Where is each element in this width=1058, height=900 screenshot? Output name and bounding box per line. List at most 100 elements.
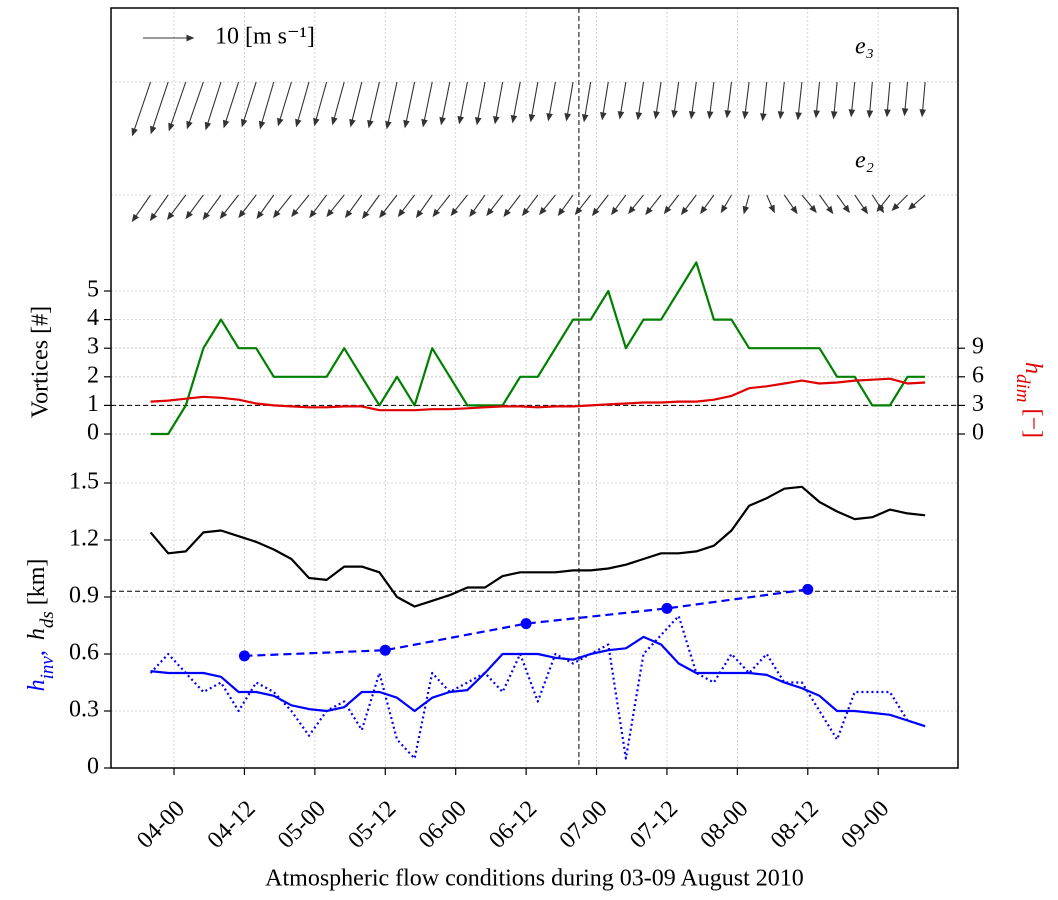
arrow xyxy=(919,81,927,118)
arrow xyxy=(258,81,275,130)
arrow xyxy=(908,194,926,210)
arrow xyxy=(326,194,345,218)
arrow xyxy=(277,81,292,127)
arrow xyxy=(457,81,468,125)
y-tick-label: 0.9 xyxy=(69,583,99,609)
arrow xyxy=(186,81,204,130)
arrow xyxy=(397,194,416,218)
arrow xyxy=(742,194,750,215)
arrow xyxy=(546,81,556,122)
arrow xyxy=(204,81,222,131)
line xyxy=(150,377,926,412)
arrow xyxy=(469,194,486,218)
y-tick-label: 0.3 xyxy=(69,697,99,723)
arrow xyxy=(149,194,169,222)
y2-tick-label: 6 xyxy=(972,362,984,388)
y-tick-label: 1.5 xyxy=(69,469,99,495)
arrow xyxy=(344,194,363,219)
arrow xyxy=(295,81,310,128)
arrow xyxy=(222,81,240,129)
arrow xyxy=(760,81,768,122)
arrow xyxy=(777,81,785,120)
arrow xyxy=(645,194,662,216)
y2-axis-label-part: dim xyxy=(1012,374,1033,403)
arrow xyxy=(836,194,850,214)
arrow xyxy=(884,81,891,118)
arrow xyxy=(219,194,240,220)
line xyxy=(244,588,808,657)
y-axis-label-lower-part: , xyxy=(24,650,50,656)
y-axis-label-lower-part: [km] xyxy=(24,559,50,606)
arrow xyxy=(876,194,891,213)
arrow xyxy=(700,194,715,215)
arrow xyxy=(628,194,644,215)
arrow xyxy=(617,81,627,120)
arrow xyxy=(291,194,310,218)
arrow xyxy=(486,194,504,217)
arrow xyxy=(653,81,662,120)
arrow xyxy=(663,194,680,215)
arrow xyxy=(783,194,798,215)
y-axis-label-lower-part: inv xyxy=(37,656,58,680)
y-axis-label-lower-part: ds xyxy=(37,611,58,628)
arrow xyxy=(450,194,468,217)
arrow xyxy=(421,81,433,128)
y-axis-label-lower: hinv,hds[km] xyxy=(24,559,58,692)
arrow xyxy=(143,34,195,42)
arrow xyxy=(581,81,592,123)
arrow xyxy=(671,81,680,119)
arrow xyxy=(166,194,187,221)
arrow xyxy=(528,81,539,123)
marker xyxy=(520,618,532,630)
arrow xyxy=(813,81,821,119)
y-tick-label: 3 xyxy=(87,334,99,360)
arrow xyxy=(131,81,152,137)
y2-axis-label: hdim [−] xyxy=(1012,362,1046,438)
arrow xyxy=(362,194,380,220)
arrow xyxy=(313,81,328,127)
line xyxy=(149,485,926,608)
arrow xyxy=(240,81,257,128)
arrow xyxy=(766,194,775,214)
arrow xyxy=(680,194,697,216)
arrow xyxy=(854,194,869,215)
arrow xyxy=(611,194,627,216)
arrow xyxy=(795,81,803,121)
arrow xyxy=(891,194,908,212)
arrow xyxy=(830,81,838,120)
y2-tick-label: 9 xyxy=(972,334,984,360)
y-tick-label: 0.6 xyxy=(69,640,99,666)
arrow xyxy=(202,194,222,221)
arrow xyxy=(432,194,451,218)
marker xyxy=(661,602,673,614)
arrow xyxy=(510,81,521,124)
arrow xyxy=(168,81,187,132)
arrow xyxy=(367,81,380,129)
arrow xyxy=(742,81,750,120)
marker xyxy=(238,650,250,662)
y-axis-label: Vortices [#] xyxy=(28,306,54,418)
arrow xyxy=(379,194,398,219)
marker xyxy=(802,583,814,595)
arrow xyxy=(635,81,645,121)
arrow xyxy=(706,81,715,120)
arrow xyxy=(564,81,574,122)
reference-label: 10 [m s⁻¹] xyxy=(215,24,315,50)
y2-tick-label: 0 xyxy=(972,420,984,446)
arrow xyxy=(503,194,521,218)
y-tick-label: 5 xyxy=(87,277,99,303)
arrow xyxy=(574,194,592,216)
arrow xyxy=(521,194,539,217)
marker xyxy=(379,644,391,656)
arrow xyxy=(331,81,345,126)
arrow xyxy=(385,81,398,130)
frame xyxy=(110,7,959,769)
arrow xyxy=(720,194,732,214)
arrow xyxy=(848,81,856,118)
arrow xyxy=(866,81,874,119)
arrow xyxy=(309,194,328,219)
y-tick-label: 1.2 xyxy=(69,526,99,552)
row-label: e₂ xyxy=(855,148,874,174)
